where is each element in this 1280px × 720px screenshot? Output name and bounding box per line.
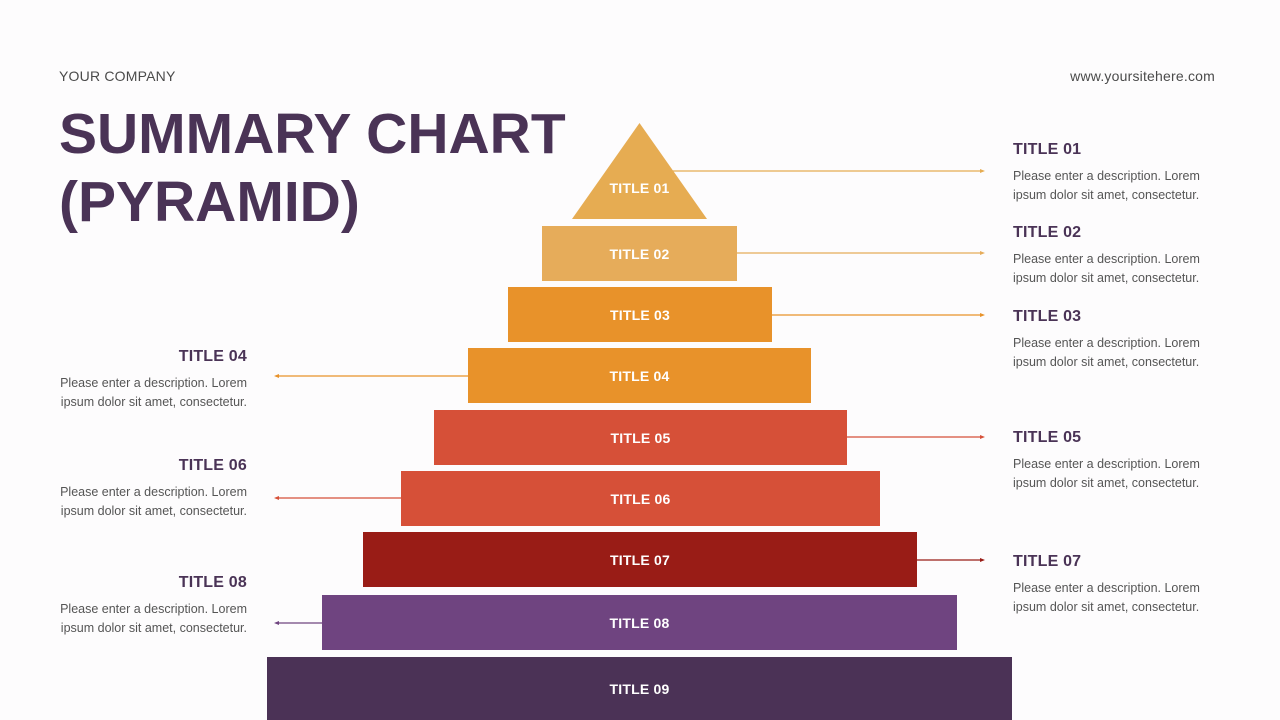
description-text: Please enter a description. Lorem ipsum …: [60, 376, 247, 409]
pyramid-level-04: TITLE 04: [468, 348, 811, 403]
description-06: TITLE 06 Please enter a description. Lor…: [47, 457, 247, 521]
description-text: Please enter a description. Lorem ipsum …: [1013, 581, 1200, 614]
arrowhead-07: [980, 558, 985, 562]
description-07: TITLE 07 Please enter a description. Lor…: [1013, 553, 1213, 617]
description-01: TITLE 01 Please enter a description. Lor…: [1013, 141, 1213, 205]
description-title: TITLE 01: [1013, 141, 1082, 158]
description-text: Please enter a description. Lorem ipsum …: [1013, 169, 1200, 202]
description-title: TITLE 05: [1013, 429, 1082, 446]
description-title: TITLE 02: [1013, 224, 1082, 241]
arrowhead-01: [980, 169, 985, 173]
page-title: SUMMARY CHART (PYRAMID): [59, 100, 566, 236]
arrowhead-05: [980, 435, 985, 439]
description-05: TITLE 05 Please enter a description. Lor…: [1013, 429, 1213, 493]
arrowhead-06: [274, 496, 279, 500]
description-text: Please enter a description. Lorem ipsum …: [1013, 252, 1200, 285]
pyramid-level-08: TITLE 08: [322, 595, 957, 650]
page-title-line-1: SUMMARY CHART: [59, 102, 566, 166]
pyramid-level-05: TITLE 05: [434, 410, 847, 465]
page-title-line-2: (PYRAMID): [59, 170, 360, 234]
description-04: TITLE 04 Please enter a description. Lor…: [47, 348, 247, 412]
pyramid-level-07: TITLE 07: [363, 532, 917, 587]
pyramid-level-03: TITLE 03: [508, 287, 772, 342]
arrowhead-08: [274, 621, 279, 625]
description-text: Please enter a description. Lorem ipsum …: [60, 602, 247, 635]
company-name: YOUR COMPANY: [59, 68, 176, 84]
description-text: Please enter a description. Lorem ipsum …: [1013, 457, 1200, 490]
description-text: Please enter a description. Lorem ipsum …: [1013, 336, 1200, 369]
website-url: www.yoursitehere.com: [1070, 68, 1215, 84]
pyramid-level-09: TITLE 09: [267, 657, 1012, 720]
pyramid-level-01: [572, 123, 707, 219]
description-03: TITLE 03 Please enter a description. Lor…: [1013, 308, 1213, 372]
description-02: TITLE 02 Please enter a description. Lor…: [1013, 224, 1213, 288]
pyramid-level-01-label: TITLE 01: [609, 180, 670, 196]
description-title: TITLE 08: [178, 574, 247, 591]
description-title: TITLE 04: [178, 348, 247, 365]
description-08: TITLE 08 Please enter a description. Lor…: [47, 574, 247, 638]
arrowhead-03: [980, 313, 985, 317]
arrowhead-04: [274, 374, 279, 378]
description-text: Please enter a description. Lorem ipsum …: [60, 485, 247, 518]
arrowhead-02: [980, 251, 985, 255]
pyramid-level-06: TITLE 06: [401, 471, 880, 526]
description-title: TITLE 07: [1013, 553, 1082, 570]
pyramid-level-02: TITLE 02: [542, 226, 737, 281]
description-title: TITLE 03: [1013, 308, 1082, 325]
description-title: TITLE 06: [178, 457, 247, 474]
